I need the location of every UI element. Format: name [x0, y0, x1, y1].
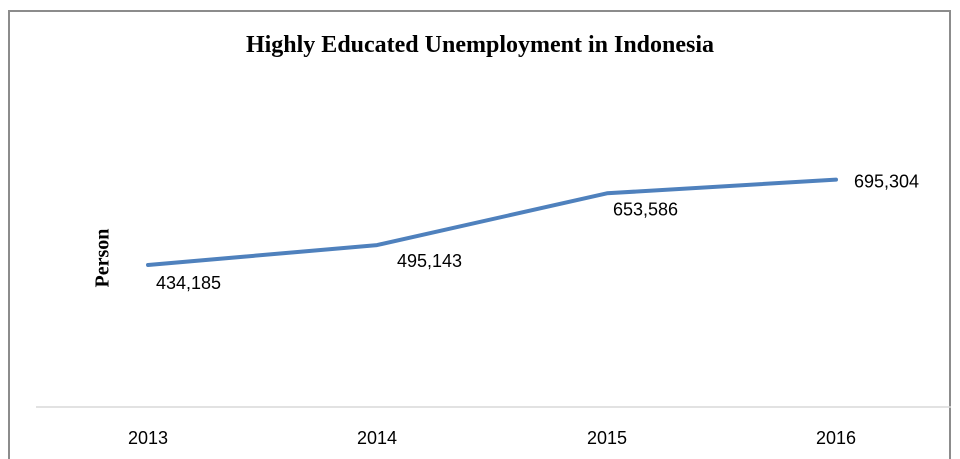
data-label-2013: 434,185 [156, 273, 221, 293]
chart-frame [8, 10, 951, 459]
x-tick-label-2013: 2013 [128, 428, 168, 448]
x-tick-label-2016: 2016 [816, 428, 856, 448]
x-tick-label-2014: 2014 [357, 428, 397, 448]
series-line [146, 177, 838, 267]
x-tick-labels: 2013 2014 2015 2016 [128, 428, 856, 448]
data-label-2015: 653,586 [613, 199, 678, 219]
chart-title: Highly Educated Unemployment in Indonesi… [245, 32, 715, 58]
data-label-2014: 495,143 [397, 251, 462, 271]
data-labels: 434,185 495,143 653,586 695,304 [156, 172, 919, 293]
x-tick-label-2015: 2015 [587, 428, 627, 448]
data-label-2016: 695,304 [854, 172, 919, 192]
